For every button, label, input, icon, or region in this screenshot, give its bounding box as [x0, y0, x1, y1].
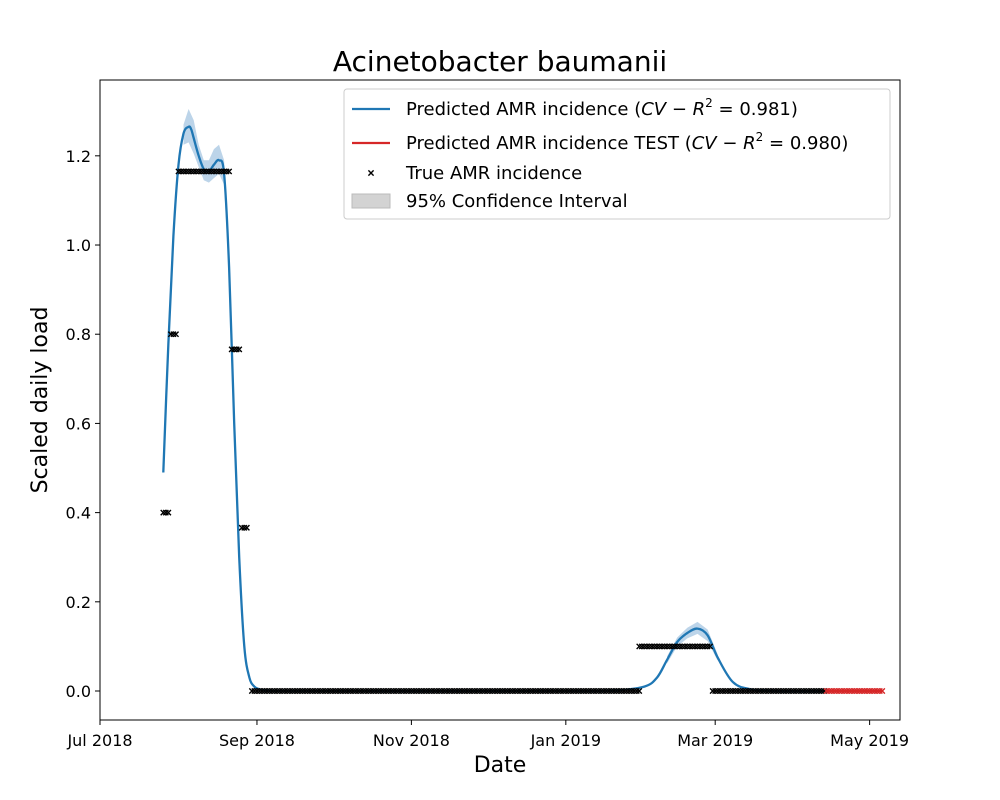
legend-label-text: True AMR incidence [405, 163, 582, 184]
true-incidence-marker [172, 331, 180, 338]
y-tick-label: 0.0 [66, 682, 91, 701]
legend-label-tail: = 0.980) [763, 133, 848, 154]
legend-label: Predicted AMR incidence (CV − R2 = 0.981… [406, 96, 798, 120]
x-tick-label: Jul 2018 [66, 731, 132, 750]
true-incidence-marker [636, 687, 643, 695]
y-tick-label: 1.0 [66, 236, 91, 255]
plot-frame [99, 79, 901, 721]
true-incidence-test-marker [879, 687, 886, 695]
legend-label-math: CV − R [641, 99, 705, 120]
true-incidence-markers-group [160, 168, 886, 695]
x-tick-label: Sep 2018 [219, 731, 295, 750]
y-tick-label: 1.2 [66, 147, 91, 166]
legend-label: Predicted AMR incidence TEST (CV − R2 = … [406, 130, 848, 154]
predicted-line [162, 125, 830, 693]
x-axis-label: Date [474, 753, 527, 778]
true-incidence-marker [236, 346, 243, 353]
x-tick-label: Jan 2019 [530, 731, 601, 750]
legend-label-superscript: 2 [756, 130, 764, 144]
legend-label-text: 95% Confidence Interval [406, 191, 628, 212]
y-tick-label: 0.4 [66, 504, 91, 523]
legend-true-incidence-marker [367, 169, 375, 177]
legend-label-superscript: 2 [705, 96, 713, 110]
legend-label-math: CV − R [692, 133, 756, 154]
legend-frame [343, 88, 891, 220]
x-axis: Jul 2018 Sep 2018 Nov 2018 Jan 2019 Mar 2019… [66, 720, 909, 750]
y-tick-label: 0.8 [66, 325, 91, 344]
legend-label-tail: = 0.981) [713, 99, 798, 120]
true-incidence-marker [165, 509, 172, 516]
legend-label: 95% Confidence Interval [406, 191, 628, 212]
y-tick-label: 0.2 [66, 593, 91, 612]
legend-confidence-swatch [351, 193, 391, 209]
legend-label: True AMR incidence [405, 163, 582, 184]
x-tick-label: Nov 2018 [373, 731, 450, 750]
legend-label-text: Predicted AMR incidence TEST ( [406, 133, 692, 154]
true-incidence-marker [707, 643, 714, 650]
x-tick-label: May 2019 [830, 731, 909, 750]
confidence-band-1 [183, 109, 230, 279]
x-tick-label: Mar 2019 [677, 731, 753, 750]
legend: Predicted AMR incidence (CV − R2 = 0.981… [343, 88, 891, 220]
true-incidence-marker [226, 168, 233, 175]
y-tick-label: 0.6 [66, 414, 91, 433]
chart-title: Acinetobacter baumanii [333, 45, 667, 78]
y-axis-label: Scaled daily load [28, 307, 53, 494]
true-incidence-marker [243, 524, 250, 531]
y-axis: 0.0 0.2 0.4 0.6 0.8 1.0 1.2 [66, 147, 100, 701]
legend-label-text: Predicted AMR incidence ( [406, 99, 641, 120]
